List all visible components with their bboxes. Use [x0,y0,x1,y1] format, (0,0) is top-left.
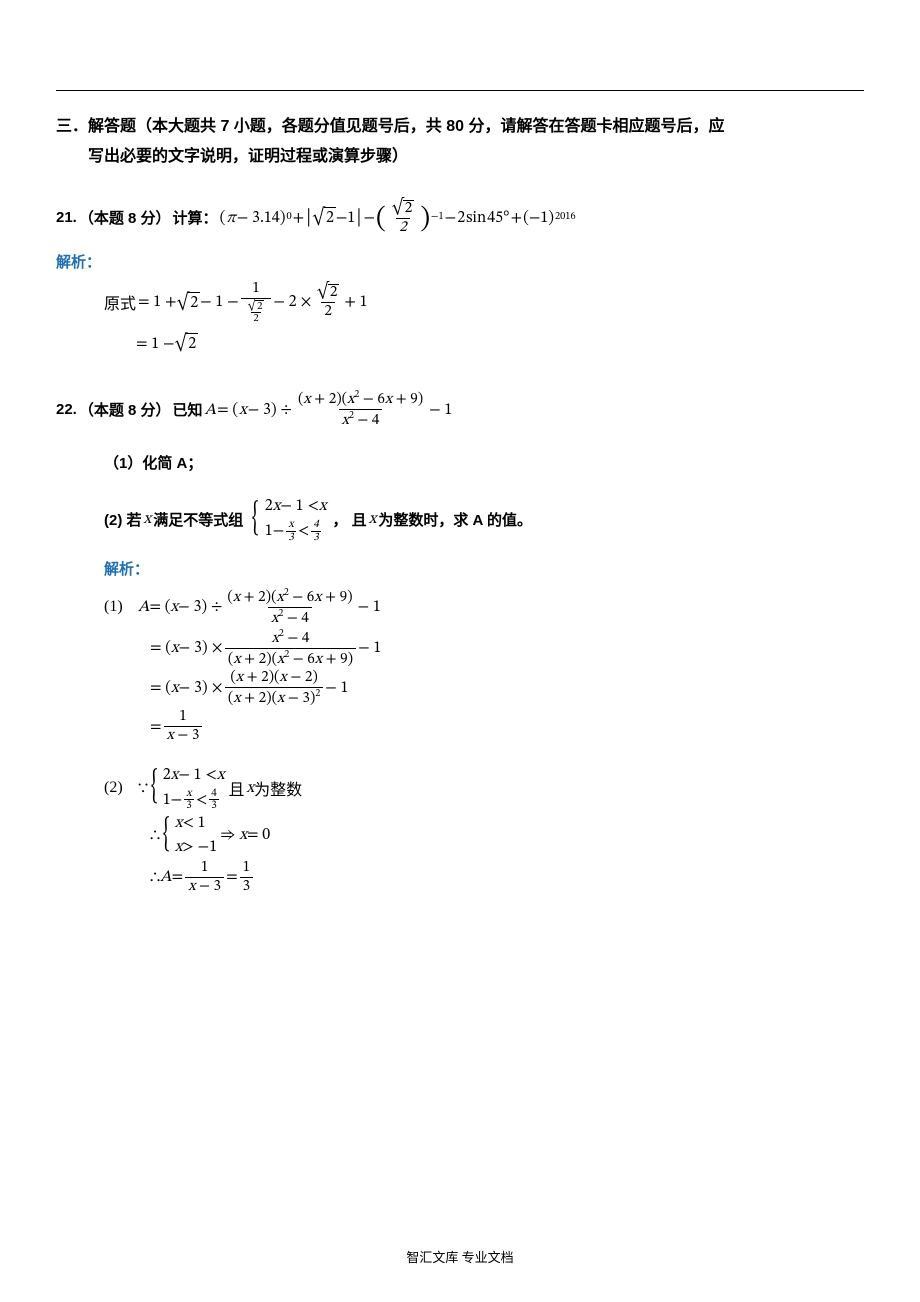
problem-21-solution: 原式 = 1 + 2 − 1 − 122 − 2 × 22 + 1 = 1 − … [56,280,864,363]
content: 三．解答题（本大题共 7 小题，各题分值见题号后，共 80 分，请解答在答题卡相… [56,112,864,896]
footer-text: 智汇文库 专业文档 [0,1247,920,1266]
problem-22-number: 22. [56,401,77,418]
problem-21: 21. （本题 8 分） 计算： (π − 3.14)0 + 2 − 1 − (… [56,199,864,237]
problem-21-stem-prefix: 计算： [173,207,218,228]
sol21-line2: = 1 − 2 [104,325,864,363]
sol22-1-l2: = (x − 3) × x2 − 4 (x + 2)(x2 − 6x + 9) … [104,628,864,669]
sol22-2-l3: ∴ A = 1x − 3 = 13 [104,858,864,896]
problem-22-expression: A = (x − 3) ÷ (x + 2)(x2 − 6x + 9) x2 − … [205,389,453,430]
problem-22-points: （本题 8 分） [79,399,171,420]
sol22-1-l4: = 1x − 3 [104,708,864,746]
problem-22-sub2: (2) 若 x 满足不等式组 { 2x − 1 < x 1 − x3 < 43 … [56,495,864,544]
sol22-1-l1: (1) A = (x − 3) ÷ (x + 2)(x2 − 6x + 9) x… [104,587,864,628]
problem-21-expression: (π − 3.14)0 + 2 − 1 − ( 22 )−1 − 2 sin 4… [220,199,576,237]
sol22-2-l1: (2) ∵ { 2x − 1 < x 1 − x3 < 43 且 x为整数 [104,764,864,813]
problem-21-number: 21. [56,209,77,226]
heading-line2: 写出必要的文字说明，证明过程或演算步骤） [56,142,864,172]
problem-22-jiexi-label: 解析： [56,558,864,579]
problem-22-solution1: (1) A = (x − 3) ÷ (x + 2)(x2 − 6x + 9) x… [56,587,864,746]
sol22-2-l2: ∴ { x < 1 x > −1 ⇒ x = 0 [104,812,864,858]
section-heading: 三．解答题（本大题共 7 小题，各题分值见题号后，共 80 分，请解答在答题卡相… [56,112,864,173]
heading-line1: 三．解答题（本大题共 7 小题，各题分值见题号后，共 80 分，请解答在答题卡相… [56,112,864,142]
problem-22-solution2: (2) ∵ { 2x − 1 < x 1 − x3 < 43 且 x为整数 [56,764,864,897]
problem-22-sub1: （1）化简 A； [56,452,864,473]
problem-22: 22. （本题 8 分） 已知 A = (x − 3) ÷ (x + 2)(x2… [56,389,864,430]
problem-21-jiexi-label: 解析： [56,251,864,272]
problem-21-points: （本题 8 分） [79,207,171,228]
sol22-1-l3: = (x − 3) × (x + 2)(x − 2) (x + 2)(x − 3… [104,669,864,708]
sol21-line1: 原式 = 1 + 2 − 1 − 122 − 2 × 22 + 1 [104,280,864,325]
problem-22-stem-prefix: 已知 [173,399,203,420]
top-rule [56,90,864,91]
page: 三．解答题（本大题共 7 小题，各题分值见题号后，共 80 分，请解答在答题卡相… [0,0,920,1302]
